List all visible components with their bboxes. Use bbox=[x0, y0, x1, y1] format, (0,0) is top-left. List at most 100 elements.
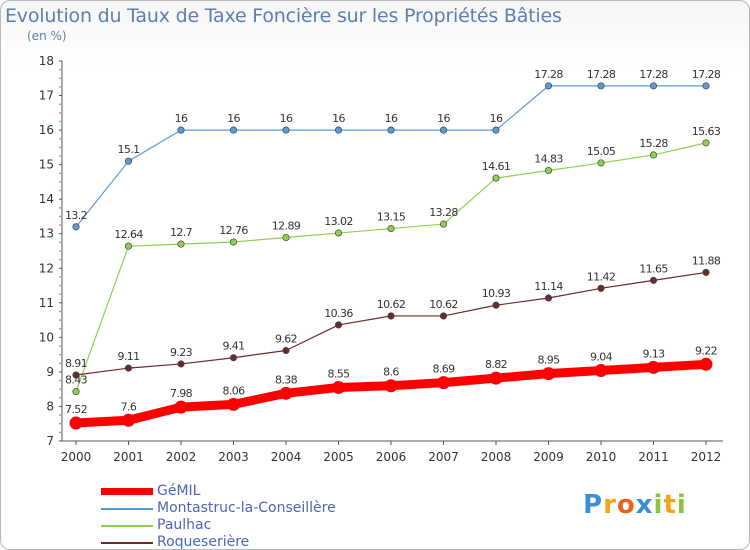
data-label: 10.93 bbox=[482, 287, 511, 300]
data-label: 15.28 bbox=[639, 137, 668, 150]
chart-axes: 7 8 9 10 11 12 13 14 15 16 17 18 2000 2001 2002 2003 200… bbox=[39, 54, 723, 464]
data-point bbox=[542, 367, 555, 381]
data-label: 15.05 bbox=[587, 145, 616, 158]
data-point bbox=[229, 354, 238, 362]
data-point bbox=[594, 364, 608, 378]
data-point bbox=[72, 223, 80, 231]
data-label: 13.28 bbox=[429, 206, 458, 219]
y-minor-tick bbox=[59, 362, 61, 365]
x-tick-label: 2002 bbox=[166, 450, 197, 464]
y-minor-tick bbox=[59, 146, 61, 149]
y-tick-label: 17 bbox=[39, 89, 54, 103]
data-point bbox=[544, 166, 553, 175]
y-tick-label: 9 bbox=[46, 365, 54, 379]
data-label: 16 bbox=[280, 112, 293, 125]
y-minor-tick bbox=[59, 345, 61, 347]
data-point bbox=[702, 268, 710, 276]
data-point bbox=[177, 126, 185, 134]
data-label: 13.15 bbox=[377, 211, 406, 224]
y-minor-tick bbox=[59, 293, 61, 295]
legend-swatch-roqueseriere bbox=[101, 542, 153, 544]
data-label: 11.65 bbox=[639, 262, 668, 275]
data-point bbox=[649, 276, 658, 284]
data-label: 15.1 bbox=[117, 143, 139, 156]
data-point bbox=[334, 321, 343, 329]
x-tick-label: 2011 bbox=[638, 450, 669, 464]
logo-letter: i bbox=[653, 490, 664, 520]
x-tick-label: 2004 bbox=[271, 450, 302, 464]
data-point bbox=[702, 82, 710, 90]
y-minor-tick bbox=[59, 319, 61, 321]
x-tick-label: 2012 bbox=[691, 450, 722, 464]
y-minor-tick bbox=[59, 103, 61, 105]
data-label: 17.28 bbox=[587, 68, 616, 81]
chart-unit-label: (en %) bbox=[27, 29, 67, 43]
data-label: 7.6 bbox=[121, 400, 137, 413]
y-minor-tick bbox=[59, 215, 61, 218]
data-label: 16 bbox=[385, 112, 398, 125]
data-point bbox=[439, 220, 448, 228]
data-point bbox=[229, 238, 238, 246]
y-tick-label: 8 bbox=[46, 399, 54, 413]
data-label: 9.23 bbox=[170, 346, 193, 359]
data-label: 12.76 bbox=[219, 224, 248, 237]
x-tick-label: 2006 bbox=[376, 450, 407, 464]
data-label: 9.11 bbox=[117, 350, 139, 363]
data-label: 8.82 bbox=[485, 358, 507, 371]
legend-label-roqueseriere: Roqueserière bbox=[157, 534, 250, 550]
data-point bbox=[124, 242, 133, 250]
data-point bbox=[702, 139, 710, 147]
legend-label-gemil: GéMIL bbox=[157, 483, 201, 499]
data-point bbox=[439, 312, 448, 320]
y-minor-tick bbox=[59, 207, 61, 209]
data-point bbox=[279, 386, 293, 400]
data-point bbox=[647, 360, 660, 374]
data-label: 16 bbox=[175, 112, 188, 125]
data-point bbox=[334, 229, 343, 237]
y-minor-tick bbox=[59, 241, 61, 244]
data-point bbox=[597, 159, 605, 167]
data-point bbox=[387, 312, 395, 320]
data-label: 10.62 bbox=[429, 298, 458, 311]
data-point bbox=[649, 82, 658, 90]
data-label: 17.28 bbox=[639, 68, 668, 81]
data-point bbox=[597, 82, 605, 90]
data-label: 16 bbox=[490, 112, 503, 125]
y-minor-tick bbox=[59, 181, 61, 183]
data-label: 9.04 bbox=[590, 351, 613, 364]
data-point bbox=[489, 371, 503, 385]
data-point bbox=[124, 364, 133, 372]
data-point bbox=[229, 126, 238, 134]
data-label: 8.43 bbox=[65, 374, 88, 387]
data-label: 8.69 bbox=[432, 363, 455, 376]
data-point bbox=[492, 301, 500, 309]
y-minor-tick bbox=[59, 120, 61, 123]
logo-letter: t bbox=[663, 490, 677, 520]
data-label: 16 bbox=[437, 112, 450, 125]
data-label: 17.28 bbox=[692, 68, 721, 81]
y-minor-tick bbox=[59, 397, 61, 399]
y-minor-tick bbox=[59, 431, 61, 434]
data-point bbox=[699, 357, 713, 371]
data-label: 16 bbox=[227, 112, 240, 125]
data-point bbox=[282, 126, 290, 134]
data-label: 11.14 bbox=[534, 280, 563, 293]
data-label: 7.98 bbox=[170, 387, 193, 400]
legend-swatch-paulhac bbox=[101, 525, 153, 527]
data-point bbox=[177, 240, 185, 248]
y-tick-label: 14 bbox=[39, 192, 54, 206]
data-point bbox=[282, 233, 290, 242]
y-tick-label: 15 bbox=[39, 158, 54, 172]
legend-swatch-gemil bbox=[101, 488, 153, 495]
y-tick-label: 12 bbox=[39, 261, 54, 275]
logo-letter: P bbox=[583, 490, 604, 520]
chart-title: Evolution du Taux de Taxe Foncière sur l… bbox=[5, 5, 562, 27]
y-minor-tick bbox=[59, 310, 61, 313]
proxiti-logo: Proxiti bbox=[583, 490, 687, 520]
y-minor-tick bbox=[59, 155, 61, 157]
data-label: 8.95 bbox=[537, 354, 560, 367]
y-minor-tick bbox=[59, 137, 61, 140]
data-point bbox=[437, 376, 450, 390]
x-tick-label: 2000 bbox=[61, 450, 92, 464]
